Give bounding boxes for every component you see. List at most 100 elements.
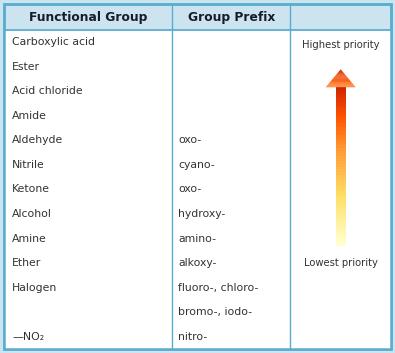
Polygon shape xyxy=(338,72,344,73)
Bar xyxy=(336,137,346,140)
Text: Functional Group: Functional Group xyxy=(29,11,147,24)
Text: fluoro-, chloro-: fluoro-, chloro- xyxy=(179,283,259,293)
Bar xyxy=(336,238,346,241)
Bar xyxy=(336,121,346,124)
Bar xyxy=(336,145,346,148)
Bar xyxy=(336,224,346,227)
Bar xyxy=(336,89,346,92)
Bar xyxy=(336,92,346,95)
Bar xyxy=(336,110,346,114)
Bar xyxy=(336,163,346,167)
Bar xyxy=(336,177,346,180)
Bar xyxy=(336,243,346,246)
Bar xyxy=(336,203,346,206)
Text: Ester: Ester xyxy=(12,62,40,72)
Polygon shape xyxy=(326,85,355,86)
Bar xyxy=(336,103,346,106)
Bar xyxy=(336,229,346,233)
Polygon shape xyxy=(336,74,345,75)
Bar xyxy=(336,119,346,122)
Bar xyxy=(336,182,346,185)
Bar xyxy=(336,240,346,243)
Polygon shape xyxy=(330,81,351,82)
Bar xyxy=(336,216,346,220)
Bar xyxy=(336,201,346,204)
Bar xyxy=(336,166,346,169)
Text: Alcohol: Alcohol xyxy=(12,209,52,219)
Polygon shape xyxy=(340,69,341,70)
Bar xyxy=(336,192,346,196)
Bar xyxy=(336,208,346,211)
Bar xyxy=(336,185,346,188)
Bar xyxy=(336,174,346,177)
Bar xyxy=(336,132,346,135)
Text: Highest priority: Highest priority xyxy=(302,40,380,50)
Bar xyxy=(336,95,346,98)
Text: Acid chloride: Acid chloride xyxy=(12,86,83,96)
Text: Carboxylic acid: Carboxylic acid xyxy=(12,37,95,47)
Text: alkoxy-: alkoxy- xyxy=(179,258,217,268)
Bar xyxy=(336,161,346,164)
Text: bromo-, iodo-: bromo-, iodo- xyxy=(179,307,252,317)
Text: Aldehyde: Aldehyde xyxy=(12,136,63,145)
Bar xyxy=(336,100,346,103)
Bar xyxy=(336,190,346,193)
Text: amino-: amino- xyxy=(179,234,216,244)
Bar xyxy=(336,105,346,108)
Text: —NO₂: —NO₂ xyxy=(12,332,44,342)
Text: oxo-: oxo- xyxy=(179,185,201,195)
Polygon shape xyxy=(339,71,343,72)
Bar xyxy=(336,140,346,143)
Polygon shape xyxy=(329,82,352,83)
Bar xyxy=(336,158,346,161)
Polygon shape xyxy=(326,86,356,87)
Text: Amide: Amide xyxy=(12,111,47,121)
Text: Nitrile: Nitrile xyxy=(12,160,45,170)
Text: Ketone: Ketone xyxy=(12,185,50,195)
Polygon shape xyxy=(329,83,353,84)
Polygon shape xyxy=(331,80,350,81)
Bar xyxy=(336,153,346,156)
Polygon shape xyxy=(333,78,349,79)
Bar xyxy=(336,211,346,214)
Polygon shape xyxy=(335,75,346,76)
Text: Lowest priority: Lowest priority xyxy=(304,258,378,268)
Bar xyxy=(336,222,346,225)
Bar xyxy=(336,97,346,101)
Bar xyxy=(336,142,346,145)
Text: Group Prefix: Group Prefix xyxy=(188,11,275,24)
Bar xyxy=(336,156,346,158)
Bar xyxy=(336,124,346,127)
Bar xyxy=(336,187,346,190)
Bar xyxy=(336,219,346,222)
Polygon shape xyxy=(335,76,347,77)
Bar xyxy=(336,169,346,172)
Bar xyxy=(336,126,346,130)
Bar xyxy=(336,87,346,90)
Bar xyxy=(336,195,346,198)
Polygon shape xyxy=(339,70,342,71)
Polygon shape xyxy=(328,84,354,85)
Text: hydroxy-: hydroxy- xyxy=(179,209,226,219)
Bar xyxy=(336,134,346,138)
Polygon shape xyxy=(333,77,348,78)
Bar xyxy=(336,235,346,238)
Bar xyxy=(336,206,346,209)
Bar xyxy=(336,179,346,183)
Bar xyxy=(336,113,346,116)
Bar xyxy=(336,214,346,217)
Polygon shape xyxy=(337,73,344,74)
Bar xyxy=(336,108,346,111)
Bar xyxy=(336,116,346,119)
Bar xyxy=(336,129,346,132)
Text: Ether: Ether xyxy=(12,258,41,268)
Polygon shape xyxy=(332,79,350,80)
Text: cyano-: cyano- xyxy=(179,160,215,170)
Bar xyxy=(336,227,346,230)
Text: Halogen: Halogen xyxy=(12,283,57,293)
Bar xyxy=(336,150,346,153)
Bar xyxy=(336,172,346,174)
Bar xyxy=(336,198,346,201)
Text: oxo-: oxo- xyxy=(179,136,201,145)
Bar xyxy=(336,232,346,235)
